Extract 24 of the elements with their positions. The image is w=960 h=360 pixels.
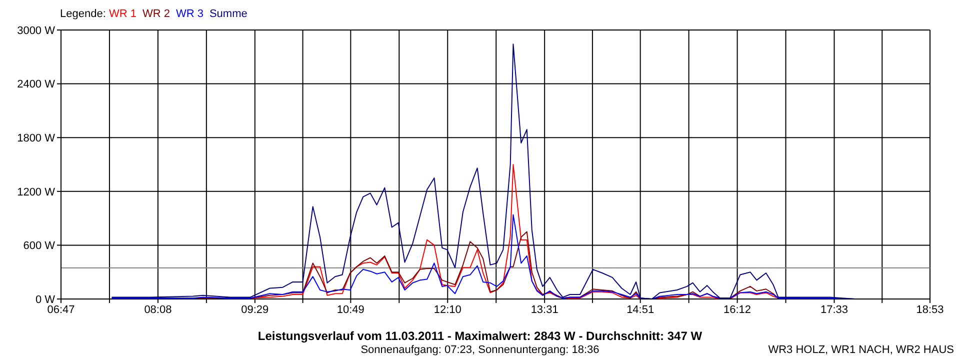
x-tick-label: 18:53 xyxy=(916,304,944,316)
x-tick-label: 10:49 xyxy=(336,304,364,316)
x-tick-label: 09:29 xyxy=(241,304,269,316)
text: WR3 HOLZ, WR1 NACH, WR2 HAUS xyxy=(768,344,954,356)
y-tick-label: 1800 W xyxy=(17,132,56,145)
x-tick-label: 08:08 xyxy=(144,304,172,316)
text: WR 3 xyxy=(176,8,204,20)
y-tick-label: 0 W xyxy=(35,294,56,306)
text: WR 2 xyxy=(142,8,170,20)
text: Summe xyxy=(209,8,248,20)
x-tick-label: 17:33 xyxy=(820,304,848,316)
x-tick-label: 13:31 xyxy=(530,304,558,316)
x-tick-label: 12:10 xyxy=(434,304,462,316)
text: WR 1 xyxy=(108,8,136,20)
y-tick-label: 2400 W xyxy=(17,78,56,91)
y-tick-label: 3000 W xyxy=(17,24,56,37)
y-tick-label: 600 W xyxy=(23,240,56,252)
y-tick-label: 1200 W xyxy=(17,186,56,198)
text: Leistungsverlauf vom 11.03.2011 - Maximalwert: 2843 W - Durchschnitt: 347 W xyxy=(256,329,704,343)
text: Sonnenaufgang: 07:23, Sonnenuntergang: 18:36 xyxy=(360,344,600,356)
legend-title: Legende: xyxy=(60,8,107,20)
x-tick-label: 16:12 xyxy=(724,304,752,316)
x-tick-label: 06:47 xyxy=(47,304,75,316)
x-tick-label: 14:51 xyxy=(626,304,654,316)
